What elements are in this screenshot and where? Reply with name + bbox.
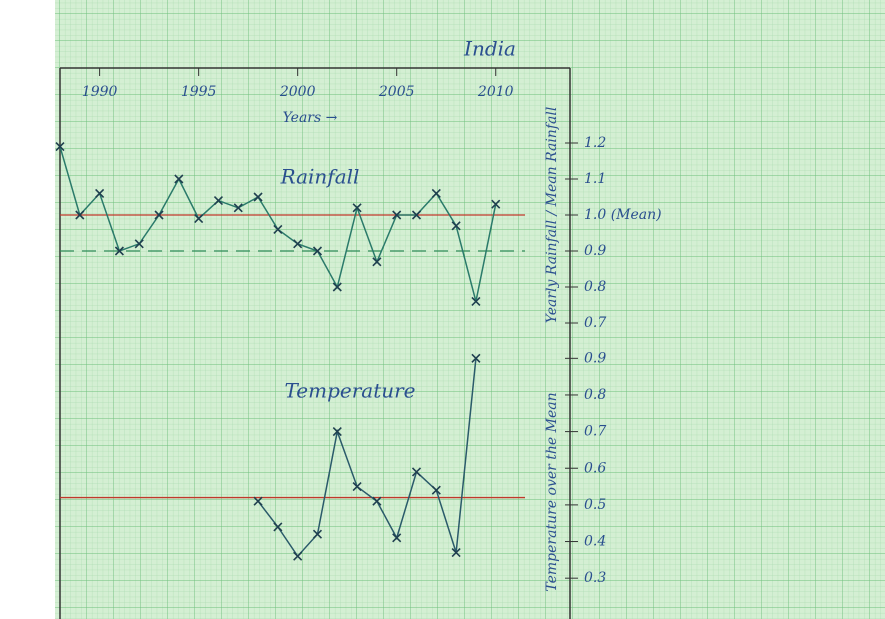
- x-axis-label: Years →: [283, 110, 338, 126]
- data-point: [273, 522, 283, 532]
- data-point: [332, 427, 342, 437]
- data-point: [273, 224, 283, 234]
- data-point: [293, 551, 303, 561]
- data-point: [293, 239, 303, 249]
- series-annotation: Rainfall: [280, 165, 360, 189]
- y-tick-label: 0.3: [584, 570, 606, 586]
- data-point: [233, 203, 243, 213]
- data-point: [312, 246, 323, 256]
- data-point: [213, 196, 224, 206]
- data-point: [114, 246, 124, 256]
- data-point: [411, 210, 422, 220]
- y-tick-label: 1.1: [584, 171, 606, 187]
- x-tick-label: 1990: [82, 84, 118, 100]
- y-tick-label: 0.9: [584, 243, 606, 259]
- graph-grid: [55, 0, 885, 619]
- x-tick-label: 2010: [477, 84, 514, 100]
- y-tick-label: 0.8: [584, 387, 606, 403]
- data-point: [431, 485, 441, 495]
- data-point: [332, 282, 342, 292]
- series-line: [257, 358, 477, 558]
- y-tick-label: 1.0 (Mean): [584, 207, 662, 223]
- y-tick-label: 0.6: [584, 460, 606, 476]
- data-point: [154, 210, 164, 220]
- data-point: [75, 210, 85, 220]
- data-point: [431, 188, 441, 198]
- x-tick-label: 2000: [279, 84, 316, 100]
- y-tick-label: 1.2: [584, 135, 606, 151]
- data-point: [352, 482, 362, 492]
- y-tick-label: 0.9: [584, 350, 606, 366]
- data-point: [95, 188, 105, 198]
- data-point: [55, 142, 65, 152]
- data-point: [253, 192, 263, 202]
- y-axis-label: Yearly Rainfall / Mean Rainfall: [544, 107, 560, 324]
- data-point: [312, 529, 323, 539]
- data-point: [392, 533, 402, 543]
- x-tick-label: 1995: [181, 84, 217, 100]
- data-point: [471, 353, 481, 363]
- data-point: [253, 496, 263, 506]
- y-tick-label: 0.5: [584, 497, 606, 513]
- data-point: [194, 214, 204, 224]
- data-point: [411, 467, 422, 477]
- y-tick-label: 0.7: [584, 424, 606, 440]
- data-point: [134, 239, 144, 249]
- data-point: [451, 547, 461, 558]
- data-point: [174, 174, 184, 184]
- chart-title: India: [463, 37, 516, 61]
- data-point: [372, 257, 382, 267]
- y-tick-label: 0.7: [584, 315, 606, 331]
- data-point: [471, 296, 481, 306]
- series-annotation: Temperature: [284, 379, 415, 403]
- data-point: [352, 203, 362, 213]
- y-axis-label: Temperature over the Mean: [544, 392, 560, 591]
- y-tick-label: 0.4: [584, 534, 606, 550]
- data-point: [392, 210, 402, 220]
- data-point: [491, 199, 501, 209]
- data-point: [372, 496, 382, 506]
- data-point: [451, 221, 461, 231]
- x-tick-label: 2005: [378, 84, 415, 100]
- y-tick-label: 0.8: [584, 279, 606, 295]
